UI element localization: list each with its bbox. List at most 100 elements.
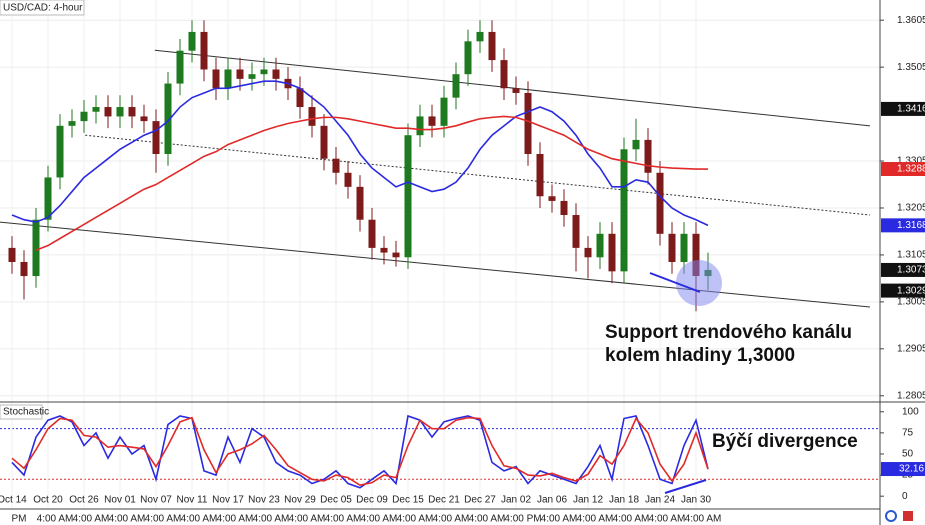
candle-body [272,69,280,79]
price-label-box [881,262,925,277]
x-tick-label: Nov 29 [284,495,316,506]
candle-body [200,31,208,70]
x-time-label: 4:00 AM [577,514,614,525]
candle-body [512,88,520,93]
x-tick-label: Oct 26 [69,495,99,506]
candle-body [368,219,376,248]
candle-body [536,153,544,197]
candle-body [308,107,316,126]
candle-body [260,69,268,75]
x-time-label: 4:00 AM [685,514,722,525]
y-tick-label: 1.3105 [897,250,925,261]
y-tick-label: 1.3005 [897,297,925,308]
candle-body [596,233,604,258]
candle-body [548,196,556,201]
annotation: Býčí divergence [712,431,858,452]
candle-body [476,31,484,42]
x-tick-label: Nov 23 [248,495,280,506]
candle-body [668,233,676,262]
x-time-label: 4:00 AM [109,514,146,525]
panel-title: Stochastic [3,407,49,418]
x-time-label: 4:00 AM [541,514,578,525]
logo-icon[interactable] [903,511,913,521]
price-label: 1.3416 [897,104,925,115]
candle-body [428,116,436,126]
y-tick-label: 1.3205 [897,203,925,214]
channel-line [0,221,871,308]
x-tick-label: Jan 24 [645,495,675,506]
candle-body [20,261,28,277]
price-label-box [881,101,925,116]
y-tick-label: 1.2805 [897,390,925,401]
y-tick-label: 1.2905 [897,343,925,354]
x-time-label: 4:00 PM [504,514,541,525]
x-tick-label: Nov 17 [212,495,244,506]
x-tick-label: Jan 02 [501,495,531,506]
candle-body [296,88,304,108]
candle-body [188,31,196,51]
annotation: Support trendového kanálu [605,322,852,343]
candle-body [608,233,616,272]
price-label: 1.3029 [897,285,925,296]
x-time-label: 4:00 AM [217,514,254,525]
x-tick-label: Nov 07 [140,495,172,506]
x-tick-label: Nov 01 [104,495,136,506]
price-label: 1.3073 [897,265,925,276]
candle-body [176,50,184,84]
x-tick-label: Dec 27 [464,495,496,506]
candle-body [488,31,496,61]
channel-line [154,49,871,127]
price-label-box [881,162,925,177]
candle-body [152,121,160,154]
candle-body [692,233,700,277]
candle-body [380,247,388,253]
candle-body [656,172,664,234]
candle-body [560,200,568,216]
x-tick-label: Dec 05 [320,495,352,506]
x-time-label: 4:00 AM [397,514,434,525]
candle-body [344,172,352,187]
candle-body [584,247,592,258]
settings-icon[interactable] [885,510,897,522]
candle-body [644,139,652,173]
x-time-label: PM [12,514,27,525]
title-box [0,404,43,420]
candle-body [500,60,508,89]
price-label-box [881,462,925,477]
candle-body [464,41,472,75]
title-box [0,0,85,16]
candle-body [356,186,364,220]
candle-body [224,69,232,89]
candle-body [320,125,328,159]
y-tick-label: 1.3605 [897,15,925,26]
candle-body [116,107,124,117]
candle-body [680,233,688,262]
candle-body [164,83,172,154]
y-tick-label: 75 [902,428,914,439]
candle-body [248,74,256,79]
stochastic-line [11,414,709,489]
price-label-box [881,283,925,298]
x-tick-label: Jan 06 [537,495,567,506]
candle-body [440,97,448,126]
candle-body [632,139,640,150]
stochastic-line [11,416,709,487]
price-label-box [881,218,925,233]
price-label: 1.3168 [897,220,925,231]
y-tick-label: 100 [902,406,919,417]
price-label: 32.16 [899,464,924,475]
x-tick-label: Nov 11 [177,495,208,506]
x-tick-label: Dec 15 [392,495,424,506]
candle-body [68,121,76,126]
x-tick-label: Dec 09 [356,495,388,506]
y-tick-label: 50 [902,449,914,460]
annotation: kolem hladiny 1,3000 [605,345,795,366]
price-label: 1.3288 [897,164,925,175]
candle-body [620,149,628,272]
x-time-label: 4:00 AM [73,514,110,525]
candle-body [8,247,16,262]
x-time-label: 4:00 AM [433,514,470,525]
candle-body [92,107,100,112]
